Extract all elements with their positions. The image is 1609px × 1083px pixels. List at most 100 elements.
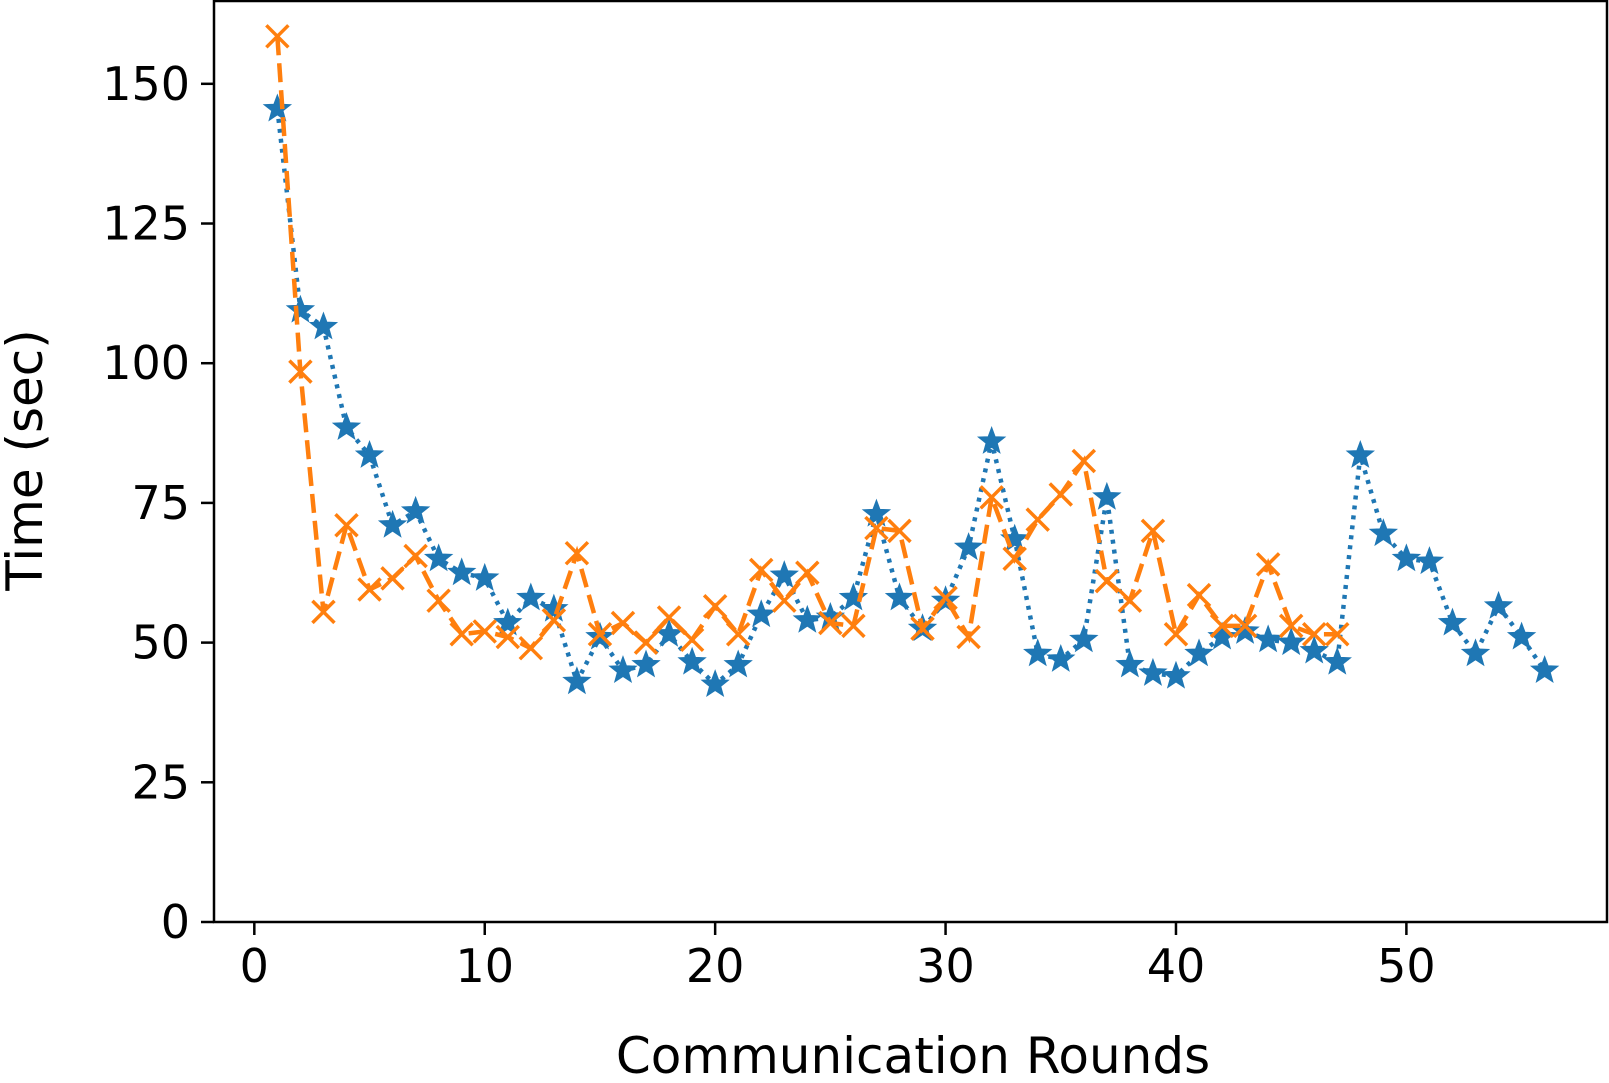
data-point <box>377 509 408 538</box>
data-point <box>308 311 339 340</box>
data-point <box>610 610 636 636</box>
series-layer <box>262 24 1560 697</box>
data-point <box>1023 638 1053 667</box>
data-point <box>1391 543 1422 572</box>
series-2 <box>265 24 1350 661</box>
data-point <box>541 608 567 633</box>
data-point <box>562 666 592 695</box>
data-point <box>357 577 382 602</box>
x-axis-title: Communication Rounds <box>616 1027 1210 1083</box>
data-point <box>861 498 892 527</box>
data-point <box>1322 646 1352 675</box>
data-point <box>1529 655 1560 684</box>
data-point <box>1140 518 1166 544</box>
data-point <box>1161 660 1191 689</box>
data-point <box>449 621 474 647</box>
data-point <box>1046 643 1076 672</box>
data-point <box>1232 613 1258 639</box>
data-point <box>910 616 935 641</box>
data-point <box>1071 448 1097 474</box>
y-tick-label: 25 <box>131 755 190 809</box>
data-point <box>354 439 385 468</box>
data-point <box>1299 635 1329 664</box>
data-point <box>426 588 451 613</box>
data-point <box>495 624 521 650</box>
data-point <box>1207 621 1237 650</box>
data-point <box>1253 624 1283 653</box>
data-point <box>470 562 500 591</box>
data-point <box>608 655 638 684</box>
data-point <box>725 621 751 647</box>
y-tick-label: 100 <box>102 336 190 390</box>
data-point <box>262 93 293 122</box>
x-tick-label: 0 <box>240 939 269 993</box>
data-point <box>1002 546 1027 572</box>
data-point <box>587 621 613 647</box>
data-point <box>953 532 984 561</box>
data-point <box>1276 627 1306 656</box>
data-point <box>1301 621 1327 647</box>
data-point <box>838 582 869 611</box>
data-point <box>702 594 728 619</box>
data-point <box>792 604 822 633</box>
data-point <box>746 599 776 628</box>
data-point <box>1325 621 1350 647</box>
data-point <box>400 495 431 524</box>
data-point <box>976 426 1007 454</box>
data-point <box>795 560 820 585</box>
data-point <box>723 649 753 678</box>
data-point <box>1163 621 1189 647</box>
data-point <box>1115 649 1145 678</box>
data-point <box>518 635 544 661</box>
data-point <box>334 513 359 538</box>
plot-frame <box>212 0 1609 924</box>
data-point <box>265 24 290 49</box>
data-point <box>956 624 981 650</box>
data-point <box>1092 481 1122 510</box>
axes-layer: 0 10 20 30 40 50 0 25 50 75 100 125 150 <box>102 0 1609 993</box>
data-point <box>864 515 889 541</box>
data-point <box>679 627 705 653</box>
series-1 <box>262 93 1560 697</box>
data-point <box>564 540 590 566</box>
y-tick-label: 50 <box>131 616 190 670</box>
data-point <box>1460 638 1491 667</box>
data-point <box>1186 582 1212 608</box>
data-point <box>1414 546 1445 575</box>
x-tick-label: 40 <box>1147 939 1206 993</box>
data-point <box>1255 552 1281 577</box>
data-point <box>539 593 569 622</box>
data-point <box>772 588 797 613</box>
data-point <box>331 412 362 440</box>
x-tick-label: 50 <box>1377 939 1436 993</box>
data-point <box>447 557 477 586</box>
data-point <box>677 646 707 675</box>
data-point <box>1048 482 1074 507</box>
data-point <box>887 518 912 544</box>
data-point <box>516 582 546 611</box>
data-point <box>1094 568 1120 594</box>
series-line <box>275 108 1547 688</box>
data-point <box>472 619 497 644</box>
data-point <box>700 669 730 697</box>
data-point <box>1025 507 1050 532</box>
data-point <box>656 605 682 630</box>
data-point <box>884 582 915 611</box>
data-point <box>423 543 454 572</box>
y-tick-label: 125 <box>102 197 190 251</box>
data-point <box>1345 439 1375 468</box>
data-point <box>380 566 405 591</box>
y-axis-title: Time (sec) <box>0 329 54 592</box>
data-point <box>1117 588 1143 613</box>
data-point <box>1506 621 1537 650</box>
y-tick-label: 75 <box>131 476 190 530</box>
data-point <box>748 557 774 583</box>
data-point <box>1209 613 1235 639</box>
data-point <box>285 294 316 323</box>
x-tick-label: 20 <box>686 939 745 993</box>
x-tick-label: 10 <box>455 939 514 993</box>
data-point <box>1184 638 1214 667</box>
data-point <box>403 543 428 569</box>
data-point <box>1483 590 1514 619</box>
y-tick-label: 150 <box>102 57 190 111</box>
